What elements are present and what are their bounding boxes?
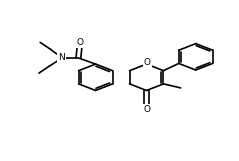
Text: O: O xyxy=(76,38,83,47)
Text: N: N xyxy=(58,53,65,62)
Text: O: O xyxy=(143,105,150,114)
Text: O: O xyxy=(144,58,151,67)
